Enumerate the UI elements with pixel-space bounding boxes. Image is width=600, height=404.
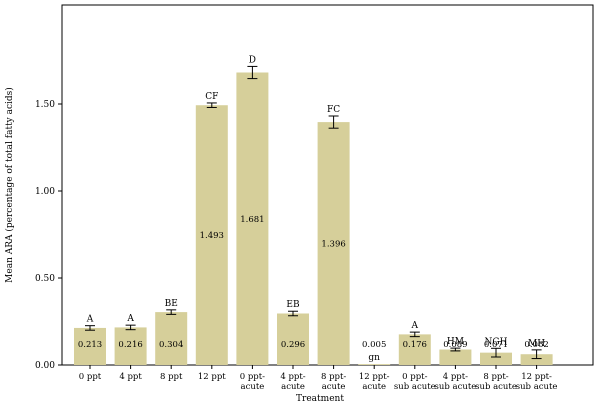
bar: [195, 105, 228, 365]
value-label: 0.071: [484, 340, 508, 350]
value-label: 0.304: [159, 340, 183, 350]
y-tick-label: 1.00: [35, 187, 55, 197]
bars-group: [74, 72, 553, 366]
value-label: 0.176: [403, 340, 427, 350]
bar: [236, 72, 269, 366]
bar: [358, 364, 391, 365]
bar: [480, 352, 512, 365]
significance-letters-group: A A BE CF D EB FC gn A HM NGH MH: [86, 55, 546, 363]
value-label: 1.681: [240, 215, 264, 225]
x-tick-label: 4 ppt-sub acute: [435, 372, 477, 392]
significance-letter: gn: [368, 353, 380, 363]
x-tick-label: 12 ppt: [198, 372, 226, 382]
significance-letter: CF: [205, 92, 218, 102]
significance-letter: A: [411, 321, 419, 331]
x-tick-label: 12 ppt-sub acute: [516, 372, 558, 392]
x-tick-label: 0 ppt-sub acute: [394, 372, 436, 392]
x-tick-label: 0 ppt: [79, 372, 102, 382]
significance-letter: A: [126, 314, 134, 324]
x-tick-label: 8 ppt: [160, 372, 183, 382]
significance-letter: BE: [165, 299, 178, 309]
significance-letter: FC: [327, 105, 340, 115]
significance-letter: EB: [286, 300, 300, 310]
x-axis: 0 ppt 4 ppt 8 ppt 12 ppt 0 ppt-acute 4 ppt-ac…: [79, 365, 558, 392]
value-label: 0.296: [281, 340, 305, 350]
x-tick-label: 4 ppt: [119, 372, 142, 382]
error-bars-group: [85, 65, 542, 360]
value-labels-group: 0.213 0.216 0.304 1.493 1.681 0.296 1.396 0.005…: [78, 215, 549, 350]
value-label: 0.062: [524, 340, 548, 350]
significance-letter: MH: [528, 339, 545, 349]
y-tick-label: 1.50: [35, 100, 55, 110]
bar: [114, 327, 147, 365]
significance-letter: A: [86, 315, 94, 325]
bar: [277, 313, 309, 365]
significance-letter: D: [249, 55, 256, 65]
x-tick-label: 0 ppt-acute: [240, 372, 265, 392]
bar: [74, 327, 106, 365]
significance-letter: HM: [447, 337, 464, 347]
significance-letter: NGH: [485, 337, 508, 347]
bar: [155, 312, 188, 365]
x-tick-label: 8 ppt-acute: [321, 372, 346, 392]
x-axis-title: Treatment: [296, 394, 344, 404]
value-label: 0.213: [78, 340, 102, 350]
value-label: 0.089: [443, 340, 467, 350]
y-tick-label: 0.50: [35, 274, 55, 284]
value-label: 1.396: [321, 240, 345, 250]
value-label: 0.216: [118, 340, 142, 350]
x-tick-label: 12 ppt-acute: [359, 372, 390, 392]
bar: [398, 334, 431, 365]
value-label: 1.493: [200, 231, 224, 241]
y-axis-title: Mean ARA (percentage of total fatty acid…: [4, 87, 15, 283]
y-axis: 0.00 0.50 1.00 1.50: [35, 100, 62, 371]
x-tick-label: 4 ppt-acute: [280, 372, 305, 392]
y-tick-label: 0.00: [35, 361, 55, 371]
bar: [439, 349, 472, 365]
value-label: 0.005: [362, 340, 386, 350]
bar: [317, 122, 350, 365]
bar: [520, 354, 553, 365]
x-tick-label: 8 ppt-sub acute: [475, 372, 517, 392]
